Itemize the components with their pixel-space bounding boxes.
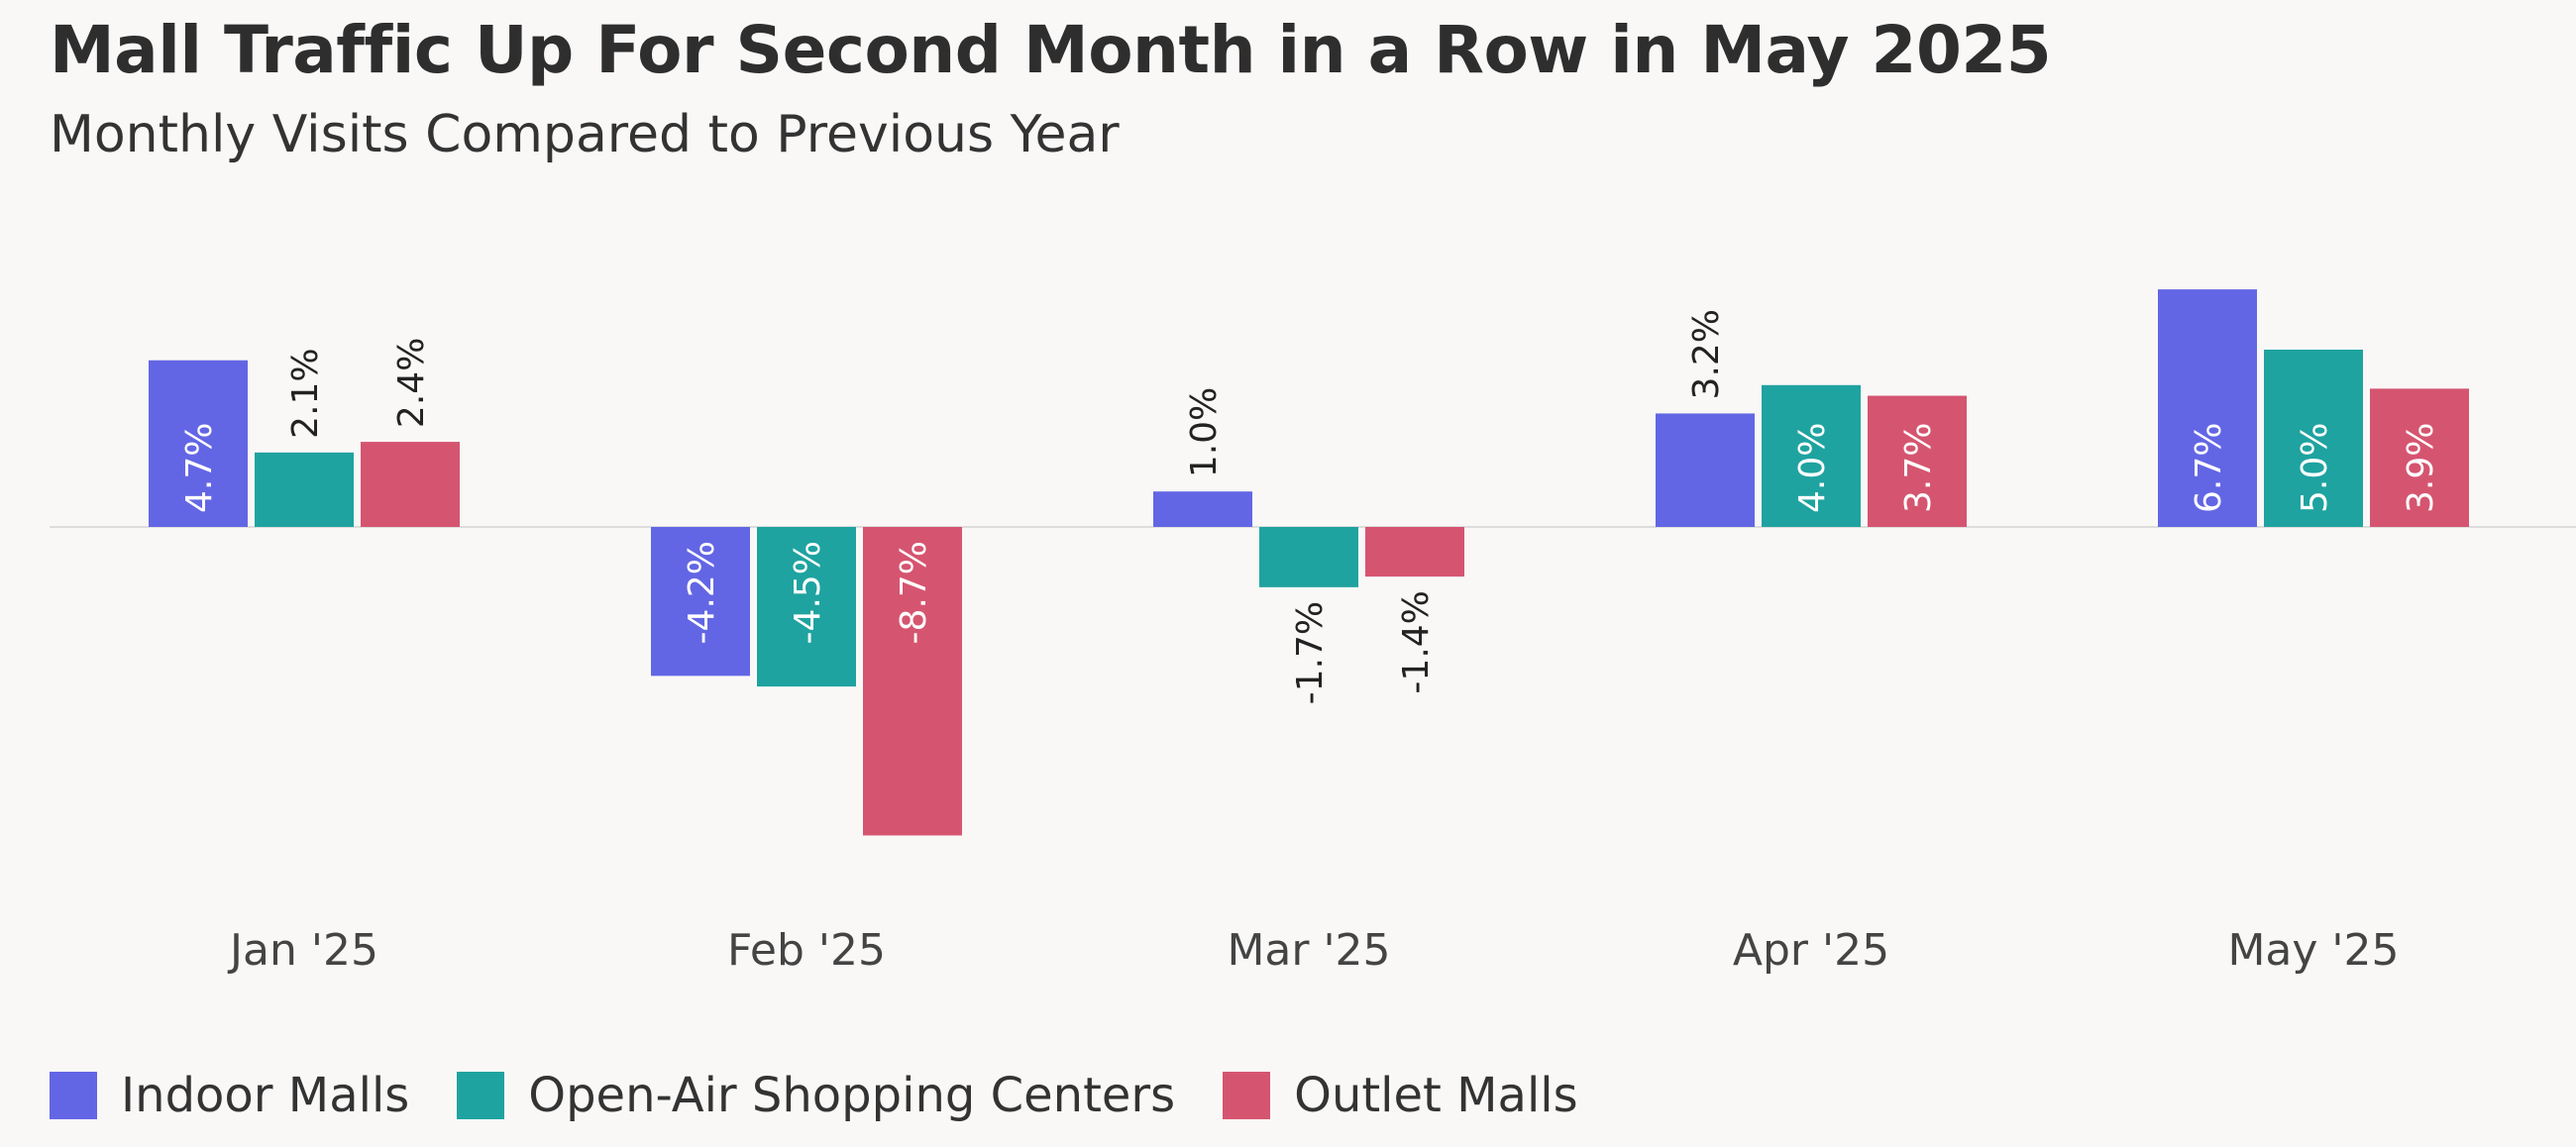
legend-item: Open-Air Shopping Centers <box>457 1068 1175 1123</box>
x-tick-label: May '25 <box>2227 925 2399 976</box>
bar <box>149 360 248 527</box>
data-label: 5.0% <box>2295 423 2335 513</box>
data-label: 4.0% <box>1792 423 1833 513</box>
bar <box>1259 527 1358 587</box>
data-label: -1.4% <box>1396 590 1437 693</box>
legend-swatch <box>50 1072 97 1119</box>
bar <box>1656 413 1755 527</box>
legend-label: Indoor Malls <box>121 1068 410 1123</box>
chart-legend: Indoor Malls Open-Air Shopping Centers Out… <box>50 1066 1626 1125</box>
bar <box>651 527 750 677</box>
data-label: 1.0% <box>1184 387 1225 477</box>
bar <box>361 442 460 527</box>
data-label: 2.4% <box>391 338 432 428</box>
legend-swatch <box>457 1072 505 1119</box>
data-label: -1.7% <box>1290 601 1331 704</box>
bar <box>2158 289 2257 527</box>
data-label: -8.7% <box>894 541 934 644</box>
legend-label: Outlet Malls <box>1294 1068 1578 1123</box>
x-tick-label: Feb '25 <box>727 925 886 976</box>
data-label: -4.5% <box>788 541 828 644</box>
bar <box>255 452 354 527</box>
x-tick-label: Apr '25 <box>1733 925 1889 976</box>
chart-title: Mall Traffic Up For Second Month in a Ro… <box>50 12 2052 88</box>
legend-item: Indoor Malls <box>50 1068 409 1123</box>
data-label: 6.7% <box>2189 423 2229 513</box>
data-label: 2.1% <box>285 348 326 438</box>
data-label: -4.2% <box>682 541 722 644</box>
legend-item: Outlet Malls <box>1223 1068 1578 1123</box>
chart-subtitle: Monthly Visits Compared to Previous Year <box>50 105 1120 164</box>
bar <box>757 527 856 687</box>
x-tick-label: Jan '25 <box>227 925 378 976</box>
bar <box>1762 384 1861 527</box>
data-label: 3.7% <box>1898 423 1939 513</box>
data-label: 4.7% <box>179 423 220 513</box>
data-label: 3.9% <box>2401 423 2441 513</box>
bar <box>2264 350 2363 527</box>
bar <box>863 527 962 836</box>
bar <box>1868 395 1967 527</box>
bar <box>2370 388 2469 527</box>
legend-swatch <box>1223 1072 1271 1119</box>
legend-label: Open-Air Shopping Centers <box>528 1068 1176 1123</box>
data-label: 3.2% <box>1686 309 1727 399</box>
x-tick-label: Mar '25 <box>1227 925 1390 976</box>
bar <box>1153 491 1252 527</box>
bar <box>1365 527 1464 577</box>
